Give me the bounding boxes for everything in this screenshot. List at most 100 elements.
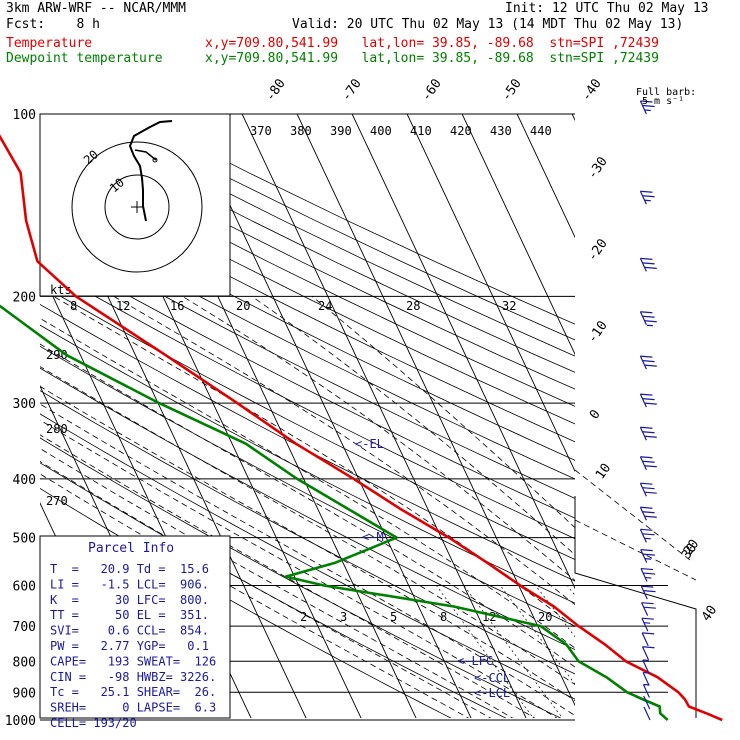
isotherm-label: 40: [699, 603, 720, 624]
dry-adiabat-line: [47, 114, 575, 373]
dry-adiabat-label: 280: [46, 422, 68, 436]
isotherm-label: -20: [585, 236, 611, 264]
dry-adiabat-line: [40, 227, 575, 499]
dry-adiabat-line: [40, 174, 575, 443]
wind-barb-column: [639, 100, 657, 721]
legend-temperature: Temperature: [6, 36, 93, 51]
pressure-label: 200: [13, 290, 36, 305]
moist-adiabat-extension: [574, 519, 697, 581]
isotherm-line: [627, 114, 740, 720]
mixing-ratio-label-lower: 5: [390, 610, 397, 624]
mixing-ratio-line: [567, 585, 575, 596]
hodograph-trace: [128, 120, 173, 222]
theta-e-label: 400: [370, 124, 392, 138]
temperature-trace: [0, 134, 723, 722]
parcel-info-row: SREH= 0 LAPSE= 6.3: [50, 701, 216, 715]
parcel-info-row: PW = 2.77 YGP= 0.1: [50, 639, 209, 653]
wind-barb: [639, 456, 657, 470]
theta-e-label: 390: [330, 124, 352, 138]
wind-barb: [639, 482, 657, 497]
dry-adiabat-line: [40, 245, 575, 519]
wind-barb: [639, 355, 657, 370]
wind-barb: [640, 585, 656, 600]
parcel-info-row: LI = -1.5 LCL= 906.: [50, 577, 209, 591]
isotherm-line: [351, 114, 575, 590]
hodograph: kts 10 20: [39, 113, 231, 297]
isotherm-label: -70: [339, 76, 365, 104]
dry-adiabat-line: [40, 264, 575, 540]
isotherm-label: -80: [263, 76, 289, 104]
pressure-label: 300: [13, 397, 36, 412]
mixing-ratio-label-upper: 8: [70, 299, 77, 313]
wind-barb: [639, 100, 655, 115]
parcel-info-row: T = 20.9 Td = 15.6: [50, 562, 209, 576]
pressure-label: 400: [13, 473, 36, 488]
dry-adiabat-line: [40, 390, 575, 675]
wind-barb: [641, 632, 655, 647]
isotherm-label: -30: [585, 154, 611, 182]
lcl-marker: <-LCL: [474, 686, 510, 700]
moist-adiabat-line: [40, 419, 558, 718]
wind-barb: [639, 393, 657, 408]
wind-barb: [642, 671, 650, 686]
isotherm-label: 0: [587, 407, 604, 422]
dry-adiabat-line: [40, 413, 575, 700]
wind-barb: [641, 602, 656, 616]
moist-adiabat-line: [182, 296, 575, 582]
theta-e-label: 430: [490, 124, 512, 138]
moist-adiabat-line: [40, 343, 575, 668]
isotherm-line: [406, 114, 575, 473]
moist-adiabat-line: [251, 296, 575, 556]
valid-time: Valid: 20 UTC Thu 02 May 13 (14 MDT Thu …: [292, 17, 684, 32]
mixing-ratio-label-upper: 24: [318, 299, 332, 313]
wind-barb: [639, 528, 655, 543]
moist-adiabat-extension: [574, 469, 691, 561]
wind-barb: [639, 190, 655, 205]
isotherm-label: 30: [679, 541, 700, 562]
isotherm-label: 20: [681, 537, 702, 558]
dry-adiabat-line: [40, 208, 575, 480]
wind-barb: [642, 659, 650, 674]
wind-barb: [642, 683, 650, 698]
dry-adiabat-line: [75, 114, 575, 357]
init-time: Init: 12 UTC Thu 02 May 13: [505, 1, 709, 16]
theta-e-label: 440: [530, 124, 552, 138]
parcel-info-row: TT = 50 EL = 351.: [50, 608, 209, 622]
parcel-info-row: CELL= 193/20: [50, 716, 137, 730]
dewpoint-station-info: x,y=709.80,541.99 lat,lon= 39.85, -89.68…: [205, 51, 659, 66]
moist-adiabat-line: [311, 296, 575, 529]
wind-barb: [643, 706, 651, 721]
pressure-label: 500: [13, 532, 36, 547]
isotherm-line: [241, 114, 527, 718]
mixing-ratio-label-upper: 20: [236, 299, 250, 313]
theta-e-label: 410: [410, 124, 432, 138]
wind-barb: [641, 617, 654, 632]
dry-adiabat-line: [40, 345, 575, 627]
theta-e-label: 370: [250, 124, 272, 138]
isotherm-label: 10: [593, 461, 614, 482]
ccl-marker: <-CCL: [474, 671, 510, 685]
dry-adiabat-line: [40, 367, 575, 651]
dry-adiabat-label: 270: [46, 494, 68, 508]
pressure-label: 600: [13, 580, 36, 595]
parcel-info-row: CAPE= 193 SWEAT= 126: [50, 654, 216, 668]
dewpoint-trace: [0, 304, 669, 721]
pressure-label: 900: [13, 686, 36, 701]
dry-adiabat-line: [40, 157, 575, 425]
pressure-label: 800: [13, 655, 36, 670]
wind-barb: [643, 695, 651, 710]
pressure-label: 1000: [5, 714, 36, 729]
mixing-ratio-label-lower: 2: [300, 610, 307, 624]
isotherm-label: -50: [499, 76, 525, 104]
parcel-info-title: Parcel Info: [88, 541, 174, 556]
mixing-ratio-label-lower: 3: [340, 610, 347, 624]
el-marker: <-EL: [355, 437, 384, 451]
mixing-ratio-line: [609, 586, 718, 720]
isotherm-label: -60: [419, 76, 445, 104]
temperature-station-info: x,y=709.80,541.99 lat,lon= 39.85, -89.68…: [205, 36, 659, 51]
barb-legend-title: Full barb:: [636, 87, 696, 98]
moist-adiabat-line: [53, 296, 575, 628]
parcel-info-row: Tc = 25.1 SHEAR= 26.: [50, 685, 216, 699]
diagram-extension-border: [574, 496, 697, 718]
dry-adiabat-line: [40, 140, 575, 407]
